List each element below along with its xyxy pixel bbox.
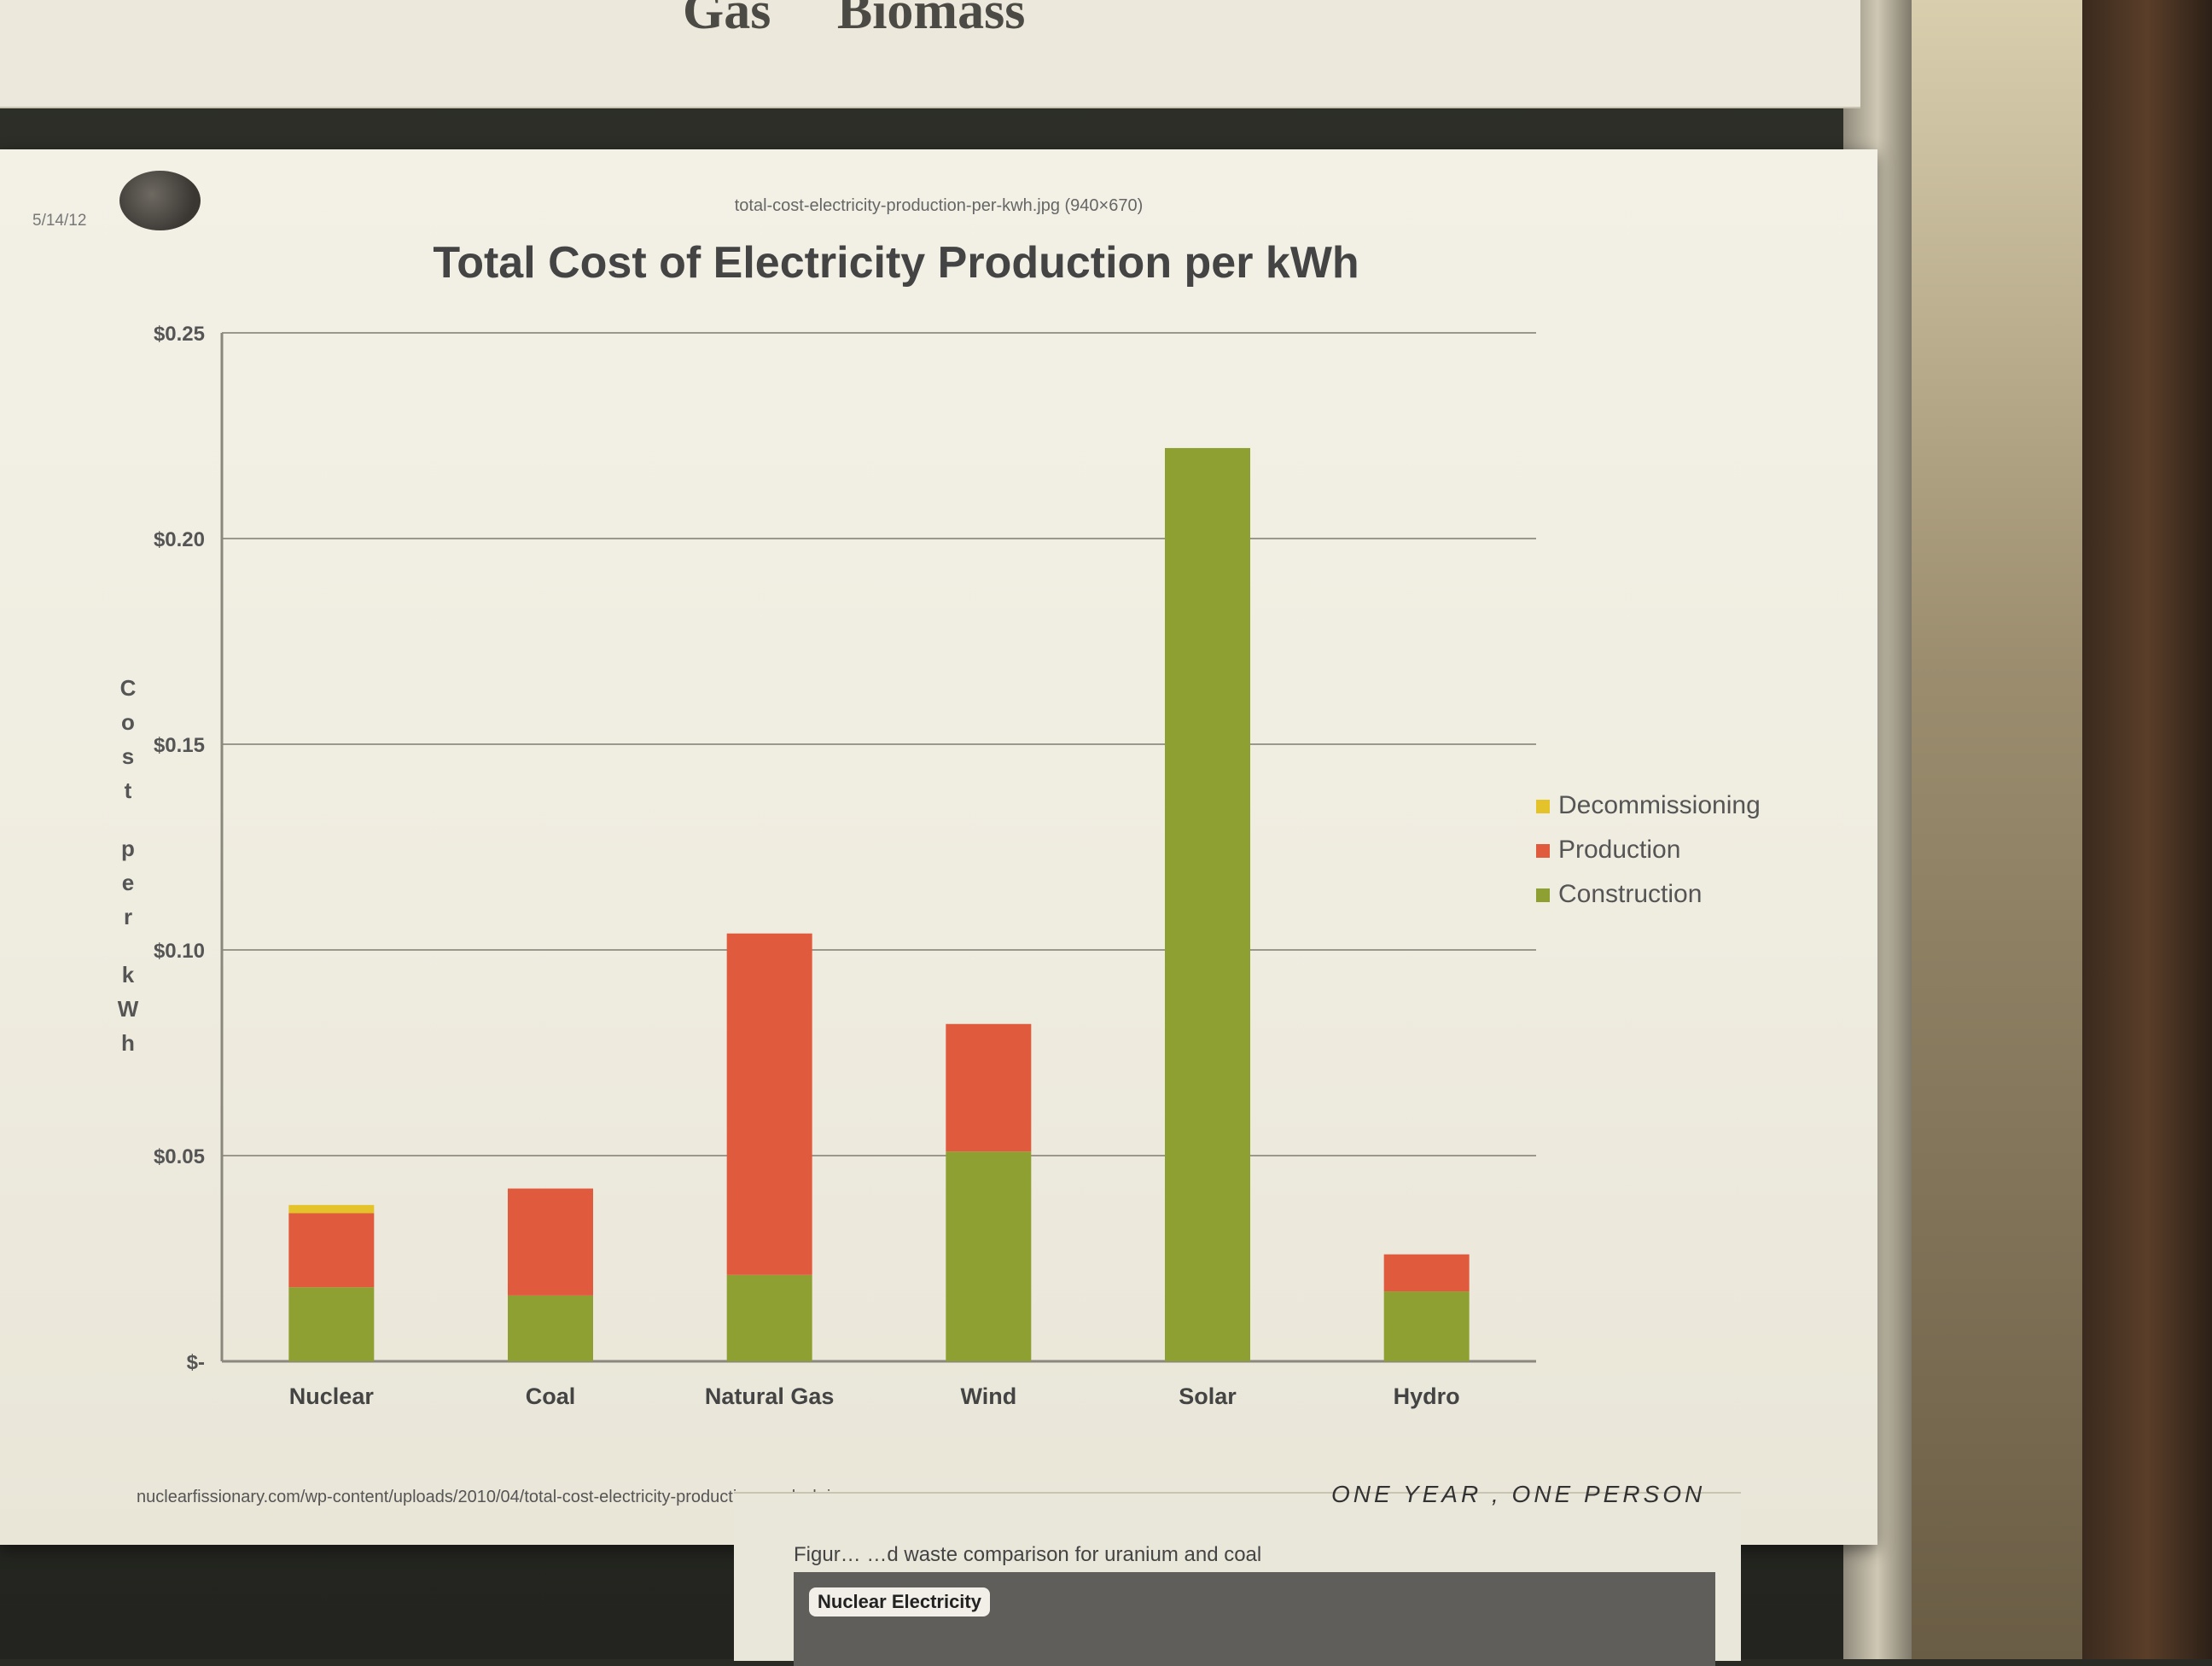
print-source-url: nuclearfissionary.com/wp-content/uploads… — [137, 1488, 850, 1506]
bar-decommissioning — [288, 1204, 375, 1214]
chart-title: Total Cost of Electricity Production per… — [433, 238, 1359, 288]
bar-construction — [946, 1151, 1032, 1361]
bar-construction — [288, 1287, 375, 1361]
bar-construction — [1383, 1291, 1470, 1361]
legend-label: Decommissioning — [1558, 791, 1761, 819]
bar-production — [726, 933, 812, 1275]
bar-production — [288, 1213, 375, 1288]
y-tick-label: $0.20 — [154, 528, 205, 551]
x-tick-label: Coal — [526, 1383, 576, 1409]
y-tick-label: $0.15 — [154, 734, 205, 757]
top-paper-sheet: Gas Biomass — [0, 0, 1860, 108]
legend-label: Production — [1558, 836, 1680, 864]
handwritten-note: ONE YEAR , ONE PERSON — [1331, 1481, 1706, 1507]
y-tick-label: $- — [187, 1351, 205, 1374]
y-tick-label: $0.10 — [154, 940, 205, 963]
legend-label: Construction — [1558, 880, 1702, 908]
legend-swatch — [1536, 844, 1550, 858]
x-tick-label: Hydro — [1394, 1383, 1460, 1409]
figure-label: Nuclear Electricity — [809, 1587, 990, 1616]
push-pin-icon — [119, 171, 201, 230]
cost-bar-chart: Total Cost of Electricity Production per… — [118, 238, 1761, 1409]
door-frame — [2082, 0, 2212, 1659]
print-date: 5/14/12 — [32, 212, 87, 230]
bar-construction — [726, 1274, 812, 1361]
chart-printout: 5/14/12 total-cost-electricity-productio… — [0, 149, 1877, 1545]
x-tick-label: Natural Gas — [705, 1383, 835, 1409]
bar-production — [1383, 1254, 1470, 1292]
x-tick-label: Nuclear — [289, 1383, 375, 1409]
y-tick-label: $0.25 — [154, 323, 205, 346]
bar-production — [508, 1188, 593, 1296]
y-tick-label: $0.05 — [154, 1145, 205, 1168]
bar-construction — [1165, 447, 1250, 1361]
print-filename: total-cost-electricity-production-per-kw… — [734, 196, 1144, 215]
x-tick-label: Solar — [1179, 1383, 1237, 1409]
bar-construction — [508, 1295, 593, 1361]
legend-swatch — [1536, 888, 1550, 902]
bottom-paper-sheet: ONE YEAR , ONE PERSON Figur… …d waste co… — [734, 1481, 1741, 1666]
figure-caption: Figur… …d waste comparison for uranium a… — [794, 1543, 1262, 1566]
top-sheet-heading: Gas Biomass — [683, 0, 1026, 40]
bar-production — [946, 1023, 1032, 1152]
legend-swatch — [1536, 800, 1550, 813]
x-tick-label: Wind — [960, 1383, 1016, 1409]
figure-panel: Nuclear Electricity — [794, 1572, 1715, 1666]
